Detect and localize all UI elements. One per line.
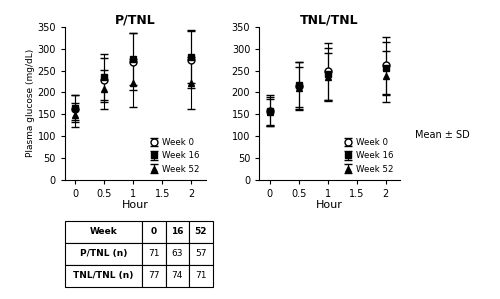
Y-axis label: Plasma glucose (mg/dL): Plasma glucose (mg/dL) <box>26 49 35 158</box>
Legend: Week 0, Week 16, Week 52: Week 0, Week 16, Week 52 <box>341 136 396 176</box>
Title: TNL/TNL: TNL/TNL <box>300 14 359 27</box>
X-axis label: Hour: Hour <box>316 200 343 210</box>
Title: P/TNL: P/TNL <box>115 14 156 27</box>
X-axis label: Hour: Hour <box>122 200 149 210</box>
Legend: Week 0, Week 16, Week 52: Week 0, Week 16, Week 52 <box>146 136 202 176</box>
Text: Mean ± SD: Mean ± SD <box>415 129 470 140</box>
